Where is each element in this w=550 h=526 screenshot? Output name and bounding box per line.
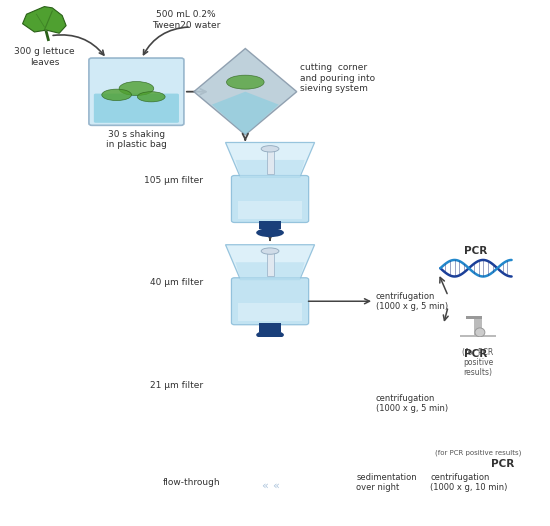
Polygon shape	[226, 143, 315, 177]
Text: 300 g lettuce
leaves: 300 g lettuce leaves	[14, 47, 75, 67]
Text: 30 s shaking
in plastic bag: 30 s shaking in plastic bag	[106, 130, 167, 149]
Text: flow-through: flow-through	[163, 478, 221, 487]
Ellipse shape	[475, 328, 485, 337]
FancyBboxPatch shape	[232, 278, 309, 325]
Ellipse shape	[498, 424, 508, 429]
Bar	[466, 316, 482, 319]
Bar	[259, 323, 281, 332]
Ellipse shape	[256, 228, 284, 237]
FancyBboxPatch shape	[94, 94, 179, 123]
Ellipse shape	[256, 433, 284, 442]
Ellipse shape	[261, 248, 279, 254]
Bar	[259, 425, 281, 434]
Bar	[259, 220, 281, 229]
FancyBboxPatch shape	[223, 453, 317, 511]
Text: 21 μm filter: 21 μm filter	[150, 381, 203, 390]
Text: PCR: PCR	[464, 246, 487, 256]
Ellipse shape	[119, 82, 154, 96]
Text: (for PCR
positive
results): (for PCR positive results)	[463, 348, 493, 377]
Polygon shape	[212, 92, 279, 135]
Text: centrifugation
(1000 x g, 5 min): centrifugation (1000 x g, 5 min)	[376, 291, 448, 311]
Ellipse shape	[261, 350, 279, 357]
Polygon shape	[29, 11, 59, 29]
Polygon shape	[23, 7, 66, 33]
Text: 500 mL 0.2%
Tween20 water: 500 mL 0.2% Tween20 water	[152, 11, 220, 30]
Polygon shape	[194, 48, 297, 135]
Ellipse shape	[458, 428, 498, 442]
FancyBboxPatch shape	[232, 176, 309, 222]
Ellipse shape	[227, 75, 264, 89]
Text: centrifugation
(1000 x g, 5 min): centrifugation (1000 x g, 5 min)	[376, 394, 448, 413]
Text: PCR: PCR	[491, 459, 514, 469]
Bar	[238, 303, 302, 321]
Bar	[267, 350, 274, 379]
Polygon shape	[235, 160, 305, 177]
Bar	[238, 200, 302, 219]
FancyBboxPatch shape	[232, 380, 309, 427]
Polygon shape	[235, 262, 305, 280]
Text: cutting  corner
and pouring into
sieving system: cutting corner and pouring into sieving …	[300, 63, 375, 93]
Bar	[229, 483, 311, 508]
FancyBboxPatch shape	[89, 58, 184, 125]
Text: sedimentation
over night: sedimentation over night	[356, 473, 417, 492]
Polygon shape	[226, 347, 315, 382]
Text: PCR: PCR	[464, 349, 487, 359]
Bar	[267, 248, 274, 277]
Text: centrifugation
(1000 x g, 10 min): centrifugation (1000 x g, 10 min)	[431, 473, 508, 492]
Ellipse shape	[256, 330, 284, 339]
Ellipse shape	[138, 92, 165, 102]
Text: «: «	[273, 480, 279, 490]
Bar	[460, 335, 496, 340]
Bar	[267, 146, 274, 174]
Text: (for PCR positive results): (for PCR positive results)	[434, 449, 521, 456]
Text: 105 μm filter: 105 μm filter	[144, 176, 203, 185]
Polygon shape	[226, 245, 315, 280]
Ellipse shape	[102, 89, 131, 100]
Polygon shape	[235, 365, 305, 382]
Bar	[238, 405, 302, 423]
Text: «: «	[261, 480, 267, 490]
Text: 40 μm filter: 40 μm filter	[150, 278, 203, 287]
Ellipse shape	[261, 146, 279, 152]
Bar	[474, 317, 482, 336]
FancyBboxPatch shape	[221, 448, 320, 457]
Ellipse shape	[487, 428, 509, 438]
